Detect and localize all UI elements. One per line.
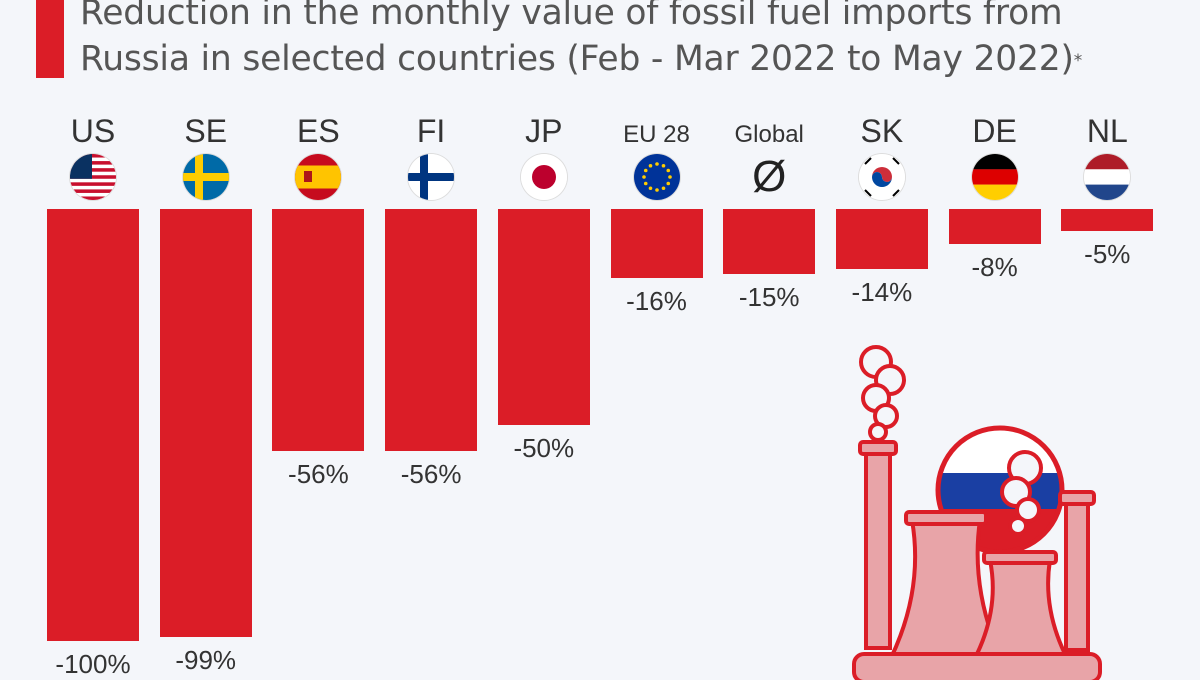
data-label: -8% [971,251,1018,282]
category-label: ES [297,113,340,149]
spain-flag-icon [295,154,342,200]
eu-flag-icon [633,154,680,200]
title-line-2: Russia in selected countries (Feb - Mar … [80,39,1074,79]
data-label: -50% [513,433,575,463]
finland-flag-icon [408,154,455,200]
bar [610,209,703,279]
bar [835,209,928,270]
category-label: Global [734,121,804,148]
category-label: DE [972,113,1017,149]
category-label: EU 28 [623,121,690,148]
data-label: -56% [288,458,349,489]
data-label: -15% [738,281,800,312]
category-label: US [70,113,116,149]
us-flag-icon [70,154,116,200]
title-accent-bar [36,0,64,78]
bar [159,209,252,637]
category-label: SE [184,113,228,149]
bar [385,209,478,451]
data-label: -14% [851,277,913,308]
bar [1061,209,1154,231]
category-label: SK [860,113,904,149]
japan-flag-icon [520,154,567,200]
category-label: JP [525,113,563,149]
footnote-mark: * [1073,51,1083,71]
title-line-1: Reduction in the monthly value of fossil… [80,0,1063,33]
category-label: NL [1086,113,1128,149]
category-label: FI [416,113,446,149]
germany-flag-icon [971,154,1018,200]
chart-title: Reduction in the monthly value of fossil… [80,0,1190,82]
bar [948,209,1041,244]
data-label: -16% [626,286,687,317]
south-korea-flag-icon [858,154,905,200]
bar [272,209,365,451]
data-label: -100% [55,649,131,679]
bar [47,209,139,641]
bar [497,209,590,425]
bar [723,209,816,274]
netherlands-flag-icon [1084,154,1131,200]
data-label: -99% [175,644,237,675]
data-label: -56% [400,458,462,489]
data-label: -5% [1084,238,1131,269]
global-average-symbol: Ø [752,152,787,201]
sweden-flag-icon [182,154,229,200]
power-plant-icon [852,345,1102,680]
